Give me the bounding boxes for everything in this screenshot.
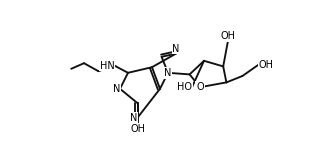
Text: HN: HN [100,61,115,71]
Text: OH: OH [220,31,236,41]
Text: N: N [172,44,180,54]
Text: OH: OH [130,124,145,134]
Text: N: N [130,113,138,123]
Text: O: O [196,82,204,92]
Text: HO: HO [177,82,192,92]
Text: OH: OH [259,60,273,70]
Text: N: N [164,68,172,78]
Text: N: N [113,84,120,94]
